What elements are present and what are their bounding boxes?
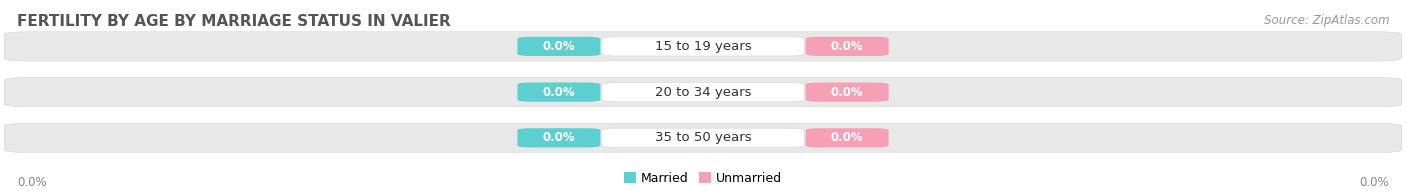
Text: 15 to 19 years: 15 to 19 years [655,40,751,53]
FancyBboxPatch shape [4,123,1402,152]
Text: 0.0%: 0.0% [543,86,575,99]
FancyBboxPatch shape [517,83,600,102]
FancyBboxPatch shape [517,37,600,56]
Text: 0.0%: 0.0% [17,176,46,189]
Text: 35 to 50 years: 35 to 50 years [655,131,751,144]
FancyBboxPatch shape [806,37,889,56]
Legend: Married, Unmarried: Married, Unmarried [619,167,787,190]
Text: FERTILITY BY AGE BY MARRIAGE STATUS IN VALIER: FERTILITY BY AGE BY MARRIAGE STATUS IN V… [17,14,450,29]
Text: 0.0%: 0.0% [543,40,575,53]
FancyBboxPatch shape [4,32,1402,61]
Text: 0.0%: 0.0% [1360,176,1389,189]
FancyBboxPatch shape [602,83,804,102]
Text: Source: ZipAtlas.com: Source: ZipAtlas.com [1264,14,1389,27]
FancyBboxPatch shape [806,83,889,102]
Text: 20 to 34 years: 20 to 34 years [655,86,751,99]
FancyBboxPatch shape [602,37,804,56]
FancyBboxPatch shape [806,128,889,147]
Text: 0.0%: 0.0% [831,40,863,53]
Text: 0.0%: 0.0% [831,86,863,99]
FancyBboxPatch shape [602,128,804,147]
FancyBboxPatch shape [517,128,600,147]
Text: 0.0%: 0.0% [831,131,863,144]
Text: 0.0%: 0.0% [543,131,575,144]
FancyBboxPatch shape [4,78,1402,107]
